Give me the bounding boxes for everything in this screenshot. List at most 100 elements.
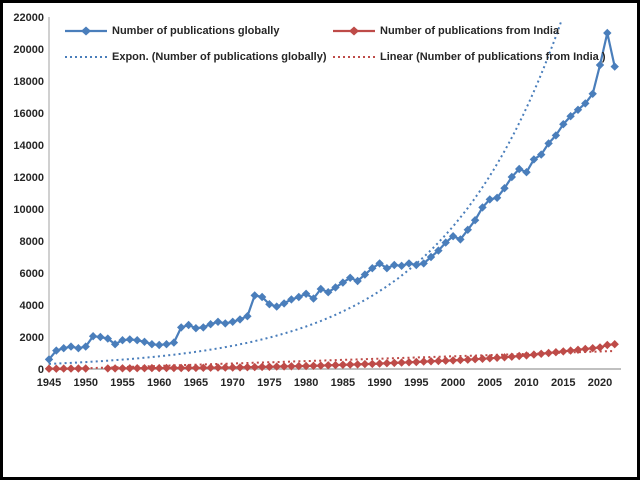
data-point-diamond-global (228, 317, 237, 326)
data-point-diamond-india (478, 354, 487, 363)
y-tick-label: 20000 (13, 44, 44, 56)
data-point-diamond-global (162, 340, 171, 349)
x-tick-label: 2020 (588, 377, 612, 389)
data-point-diamond-india (390, 358, 399, 368)
data-point-diamond-global (610, 62, 619, 71)
data-point-diamond-global (515, 164, 524, 174)
data-point-diamond-india (573, 345, 583, 354)
data-point-diamond-india (485, 354, 494, 363)
data-point-diamond-global (368, 264, 377, 273)
data-point-diamond-global (59, 344, 68, 353)
y-tick-label: 14000 (13, 140, 44, 152)
data-point-diamond-global (81, 342, 90, 351)
data-point-diamond-india (426, 357, 436, 366)
y-tick-label: 0 (38, 364, 44, 376)
data-point-diamond-global (360, 270, 370, 279)
data-point-diamond-global (595, 60, 605, 70)
data-point-diamond-india (522, 351, 531, 360)
data-point-diamond-india (133, 364, 142, 373)
data-point-diamond-india (515, 351, 524, 361)
y-tick-label: 12000 (13, 172, 44, 184)
data-point-diamond-global (331, 283, 340, 292)
data-point-diamond-india (206, 363, 215, 372)
data-point-diamond-global (338, 278, 348, 287)
x-tick-label: 1985 (331, 377, 355, 389)
data-point-diamond-global (206, 320, 215, 329)
y-tick-label: 22000 (13, 12, 44, 24)
data-point-diamond-india (581, 344, 590, 354)
data-point-diamond-global (147, 340, 157, 349)
data-point-diamond-global (177, 323, 186, 332)
data-point-diamond-global (566, 112, 575, 121)
data-point-diamond-india (603, 340, 612, 350)
x-tick-label: 1975 (257, 377, 281, 389)
data-point-diamond-india (492, 353, 502, 362)
data-point-diamond-india (595, 343, 605, 352)
legend-row-1: Number of publications globally Number o… (65, 25, 605, 41)
data-point-diamond-india (500, 353, 509, 362)
data-point-diamond-india (338, 360, 348, 369)
data-point-diamond-global (353, 276, 362, 286)
data-point-diamond-india (566, 346, 575, 355)
legend-item-expon-trendline: Expon. (Number of publications globally) (65, 51, 327, 63)
data-point-diamond-india (456, 355, 465, 365)
data-point-diamond-india (360, 359, 370, 369)
data-point-diamond-global (272, 302, 281, 311)
y-tick-label: 4000 (20, 300, 44, 312)
data-point-diamond-global (456, 235, 465, 244)
data-point-diamond-india (294, 361, 303, 371)
data-point-diamond-india (404, 358, 414, 367)
data-point-diamond-global (52, 346, 61, 355)
data-point-diamond-global (279, 299, 289, 308)
data-point-diamond-global (559, 120, 568, 129)
series-line-global (48, 31, 616, 361)
data-point-diamond-india (382, 359, 392, 368)
data-point-diamond-india (368, 359, 377, 369)
data-point-diamond-india (448, 356, 458, 365)
data-point-diamond-global (125, 335, 134, 344)
solid-line-diamond-sample-blue-icon (65, 26, 107, 36)
x-tick-label: 1950 (73, 377, 97, 389)
data-point-diamond-global (133, 336, 142, 345)
x-tick-label: 1965 (184, 377, 208, 389)
data-point-diamond-global (301, 289, 311, 298)
y-tick-label: 6000 (20, 268, 44, 280)
data-point-diamond-global (382, 264, 392, 273)
data-point-diamond-global (324, 288, 333, 297)
x-tick-label: 2010 (514, 377, 538, 389)
data-point-diamond-india (213, 363, 223, 372)
data-point-diamond-global (265, 300, 274, 309)
legend-label-expon-trendline: Expon. (Number of publications globally) (112, 51, 327, 63)
data-point-diamond-india (140, 364, 149, 373)
y-tick-label: 18000 (13, 76, 44, 88)
data-point-diamond-global (537, 150, 546, 159)
data-point-diamond-india (191, 363, 201, 373)
data-point-diamond-india (353, 360, 362, 369)
data-point-diamond-india (287, 362, 296, 371)
data-point-diamond-global (426, 252, 436, 262)
data-point-diamond-india (66, 364, 76, 373)
data-point-diamond-india (309, 361, 318, 370)
legend-label-india-series: Number of publications from India (380, 25, 560, 37)
data-point-diamond-global (199, 323, 208, 332)
data-point-diamond-global (581, 99, 590, 108)
x-tick-label: 2000 (441, 377, 465, 389)
data-point-diamond-india (272, 362, 281, 371)
y-tick-label: 2000 (20, 332, 44, 344)
x-tick-label: 1980 (294, 377, 318, 389)
data-point-diamond-india (257, 362, 267, 372)
data-point-diamond-india (279, 362, 289, 371)
legend-item-india-series: Number of publications from India (333, 25, 559, 37)
dotted-line-sample-blue-icon (65, 56, 107, 58)
data-point-diamond-global (485, 195, 494, 204)
data-point-diamond-india (162, 363, 171, 373)
x-tick-label: 1995 (404, 377, 428, 389)
data-point-diamond-global (478, 203, 487, 212)
data-point-diamond-india (529, 350, 539, 359)
data-point-diamond-india (463, 355, 472, 364)
data-point-diamond-india (147, 363, 157, 373)
data-point-diamond-india (118, 364, 127, 373)
data-point-diamond-india (375, 359, 384, 368)
data-point-diamond-global (110, 340, 120, 349)
data-point-diamond-global (250, 291, 259, 300)
